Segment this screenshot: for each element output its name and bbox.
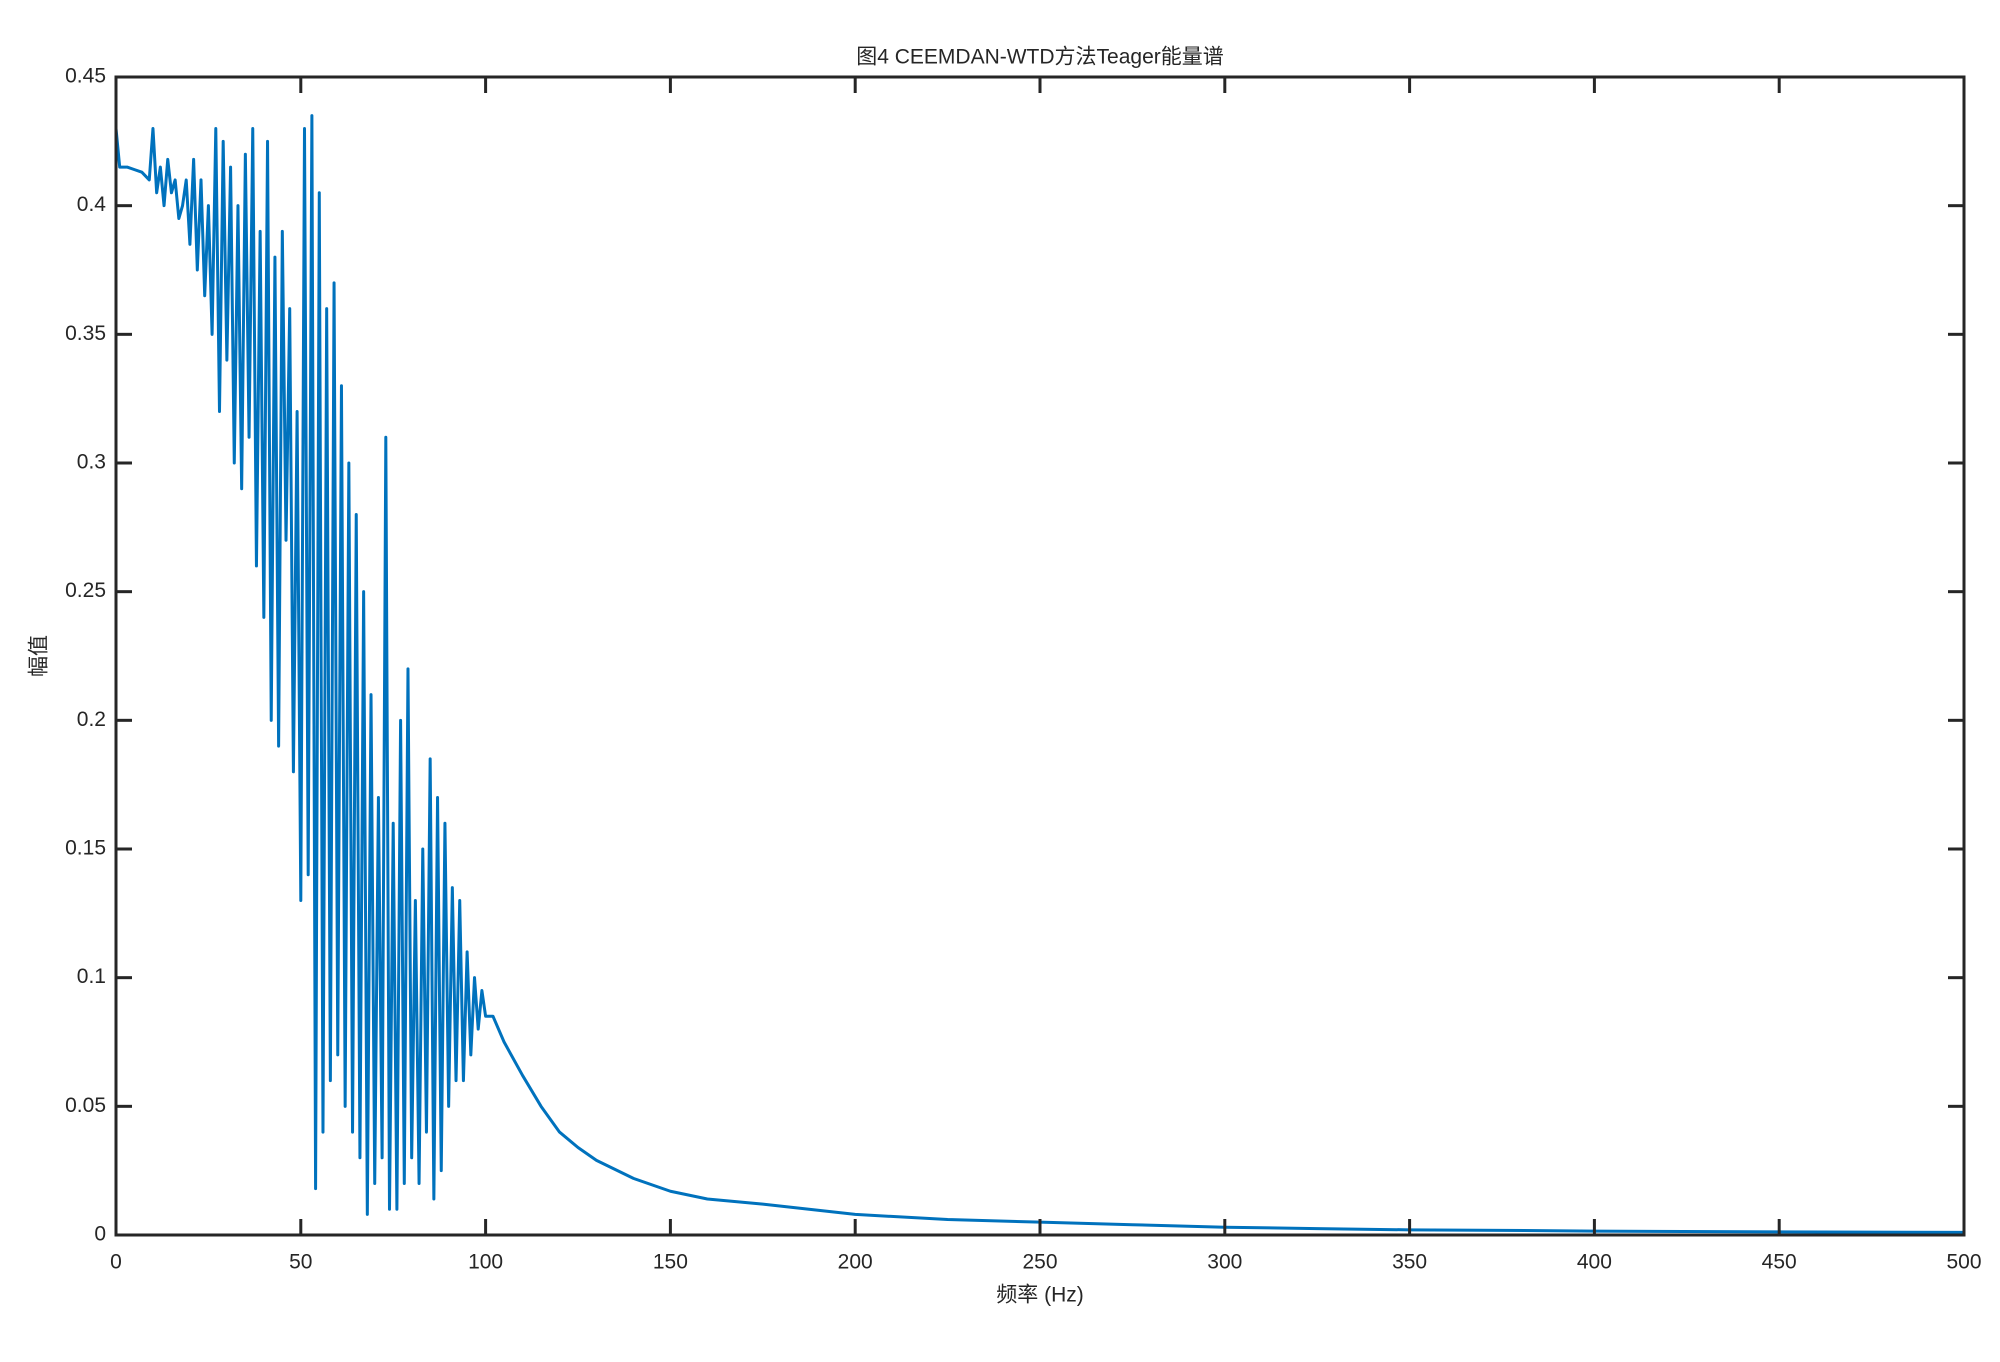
y-tick-label: 0.25 [65,579,106,602]
x-tick-label: 400 [1577,1251,1612,1274]
y-tick-label: 0.35 [65,322,106,345]
y-tick-label: 0.05 [65,1094,106,1117]
x-tick-label: 300 [1207,1251,1242,1274]
chart-title: 图4 CEEMDAN-WTD方法Teager能量谱 [856,46,1224,69]
x-tick-label: 500 [1946,1251,1981,1274]
x-tick-label: 0 [110,1251,122,1274]
x-tick-label: 150 [653,1251,688,1274]
y-tick-label: 0.3 [77,451,106,474]
y-tick-label: 0.4 [77,193,107,216]
x-tick-label: 250 [1022,1251,1057,1274]
x-tick-label: 200 [838,1251,873,1274]
y-tick-label: 0.1 [77,965,106,988]
x-tick-label: 100 [468,1251,503,1274]
x-tick-label: 50 [289,1251,312,1274]
y-tick-label: 0 [94,1223,106,1246]
y-tick-label: 0.45 [65,65,106,88]
x-tick-label: 450 [1762,1251,1797,1274]
data-line [114,114,1965,1234]
y-tick-label: 0.15 [65,837,106,860]
x-tick-label: 350 [1392,1251,1427,1274]
y-axis-label: 幅值 [28,635,51,677]
y-tick-label: 0.2 [77,708,106,731]
x-axis-label: 频率 (Hz) [996,1284,1084,1307]
